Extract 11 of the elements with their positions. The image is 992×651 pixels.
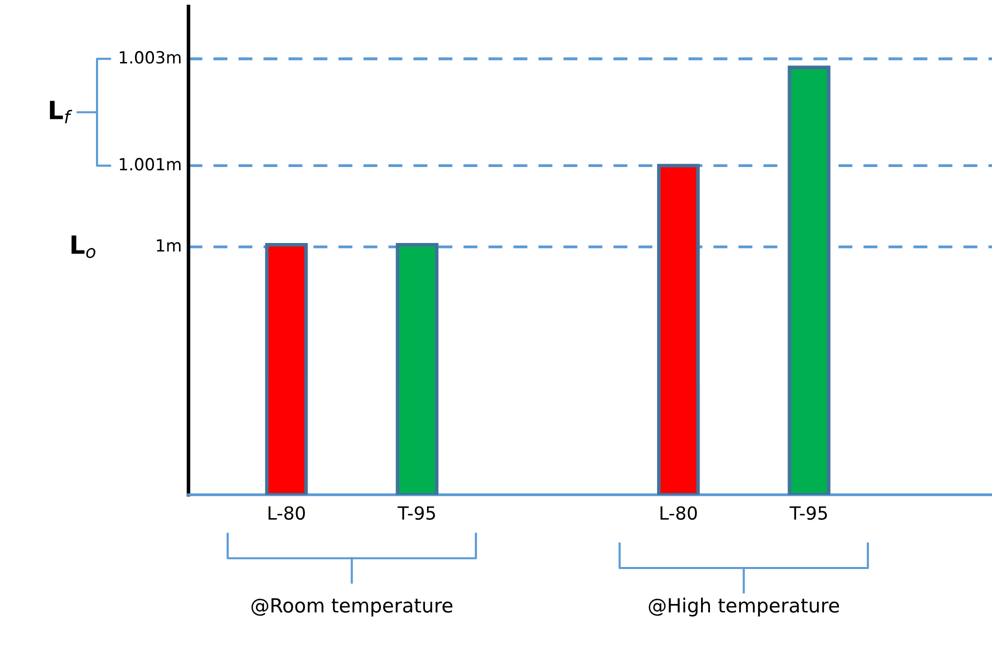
ref-line-label: 1m xyxy=(156,239,181,252)
x-tick-label: L-80 xyxy=(268,506,305,520)
text: @Room temperature xyxy=(251,598,452,616)
x-tick-label: L-80 xyxy=(660,506,697,520)
x-tick-label: T-95 xyxy=(790,506,827,520)
ref-line-label: 1.001m xyxy=(120,158,181,171)
x-tick-label: T-95 xyxy=(398,506,435,520)
text: @High temperature xyxy=(648,598,839,616)
text: L$_{f}$ xyxy=(50,100,72,124)
ref-line-label: 1.003m xyxy=(120,51,181,64)
text: L$_{o}$ xyxy=(72,236,96,258)
